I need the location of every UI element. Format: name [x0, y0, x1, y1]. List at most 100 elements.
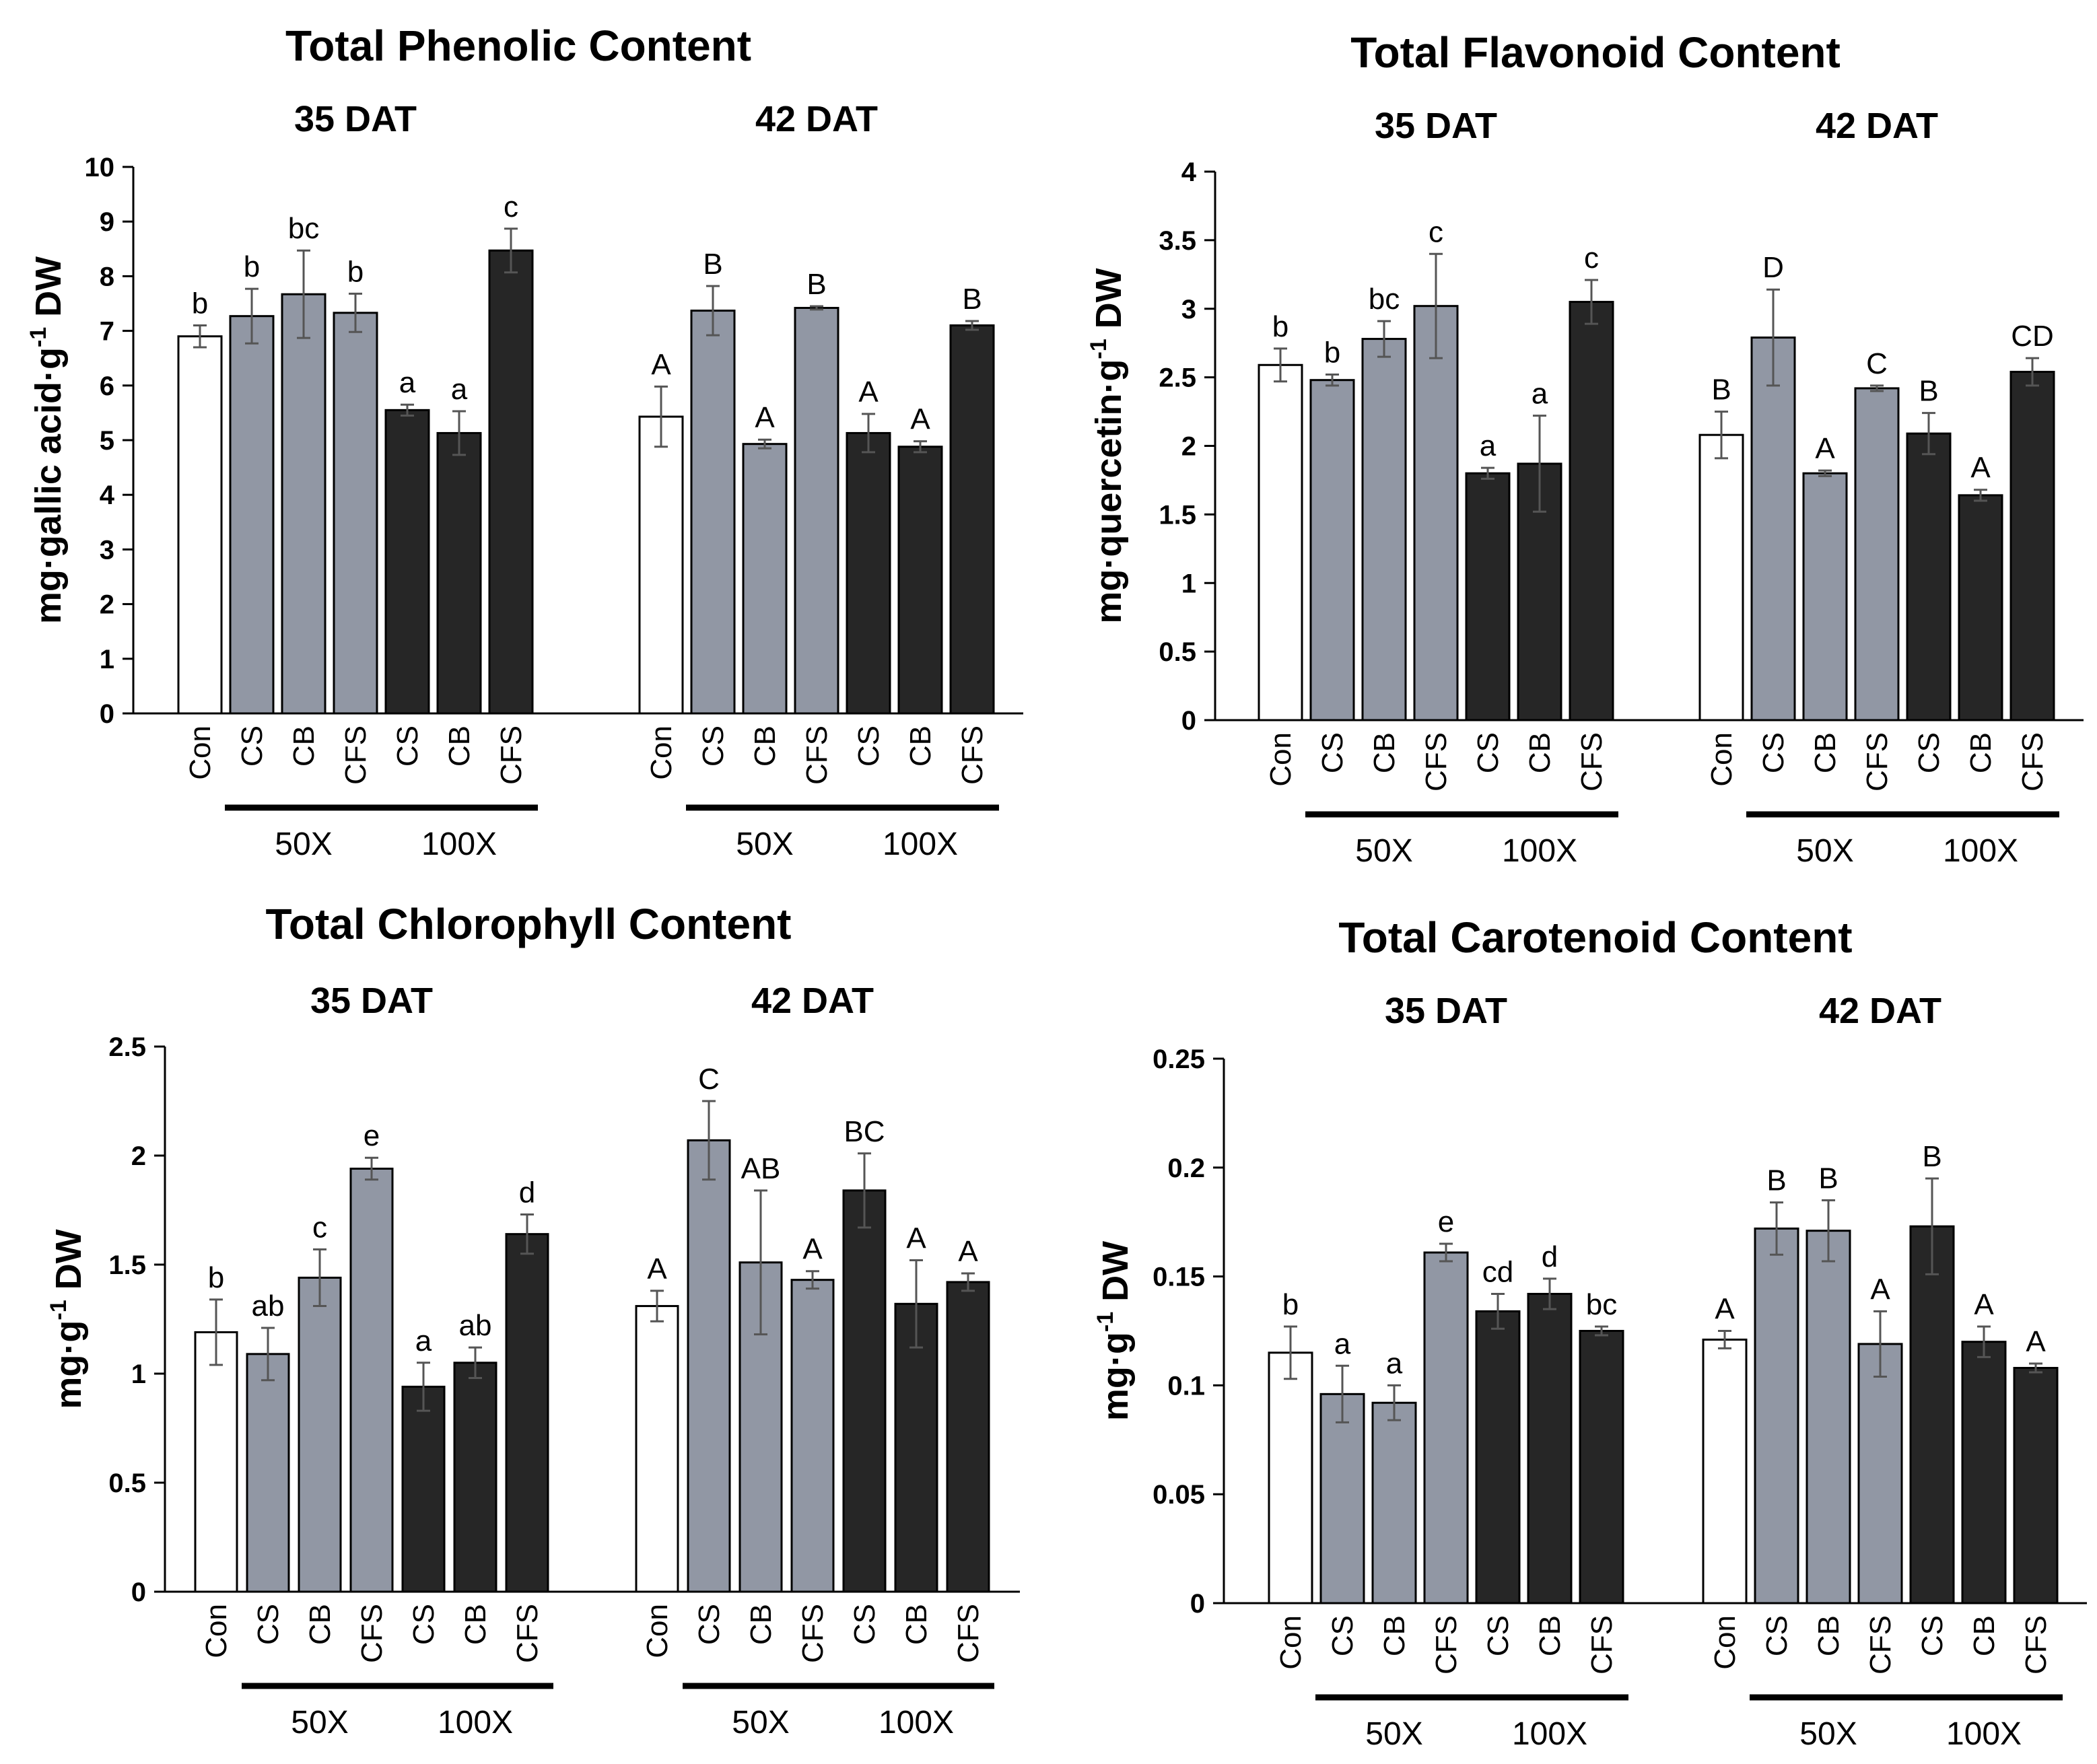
x-tick-label: CS	[1760, 1615, 1793, 1656]
significance-letter: b	[347, 255, 364, 288]
bar	[1475, 1310, 1521, 1604]
group-title: 42 DAT	[1816, 106, 1938, 146]
treatment-group-label: 50X	[1355, 833, 1412, 869]
bar	[1750, 337, 1796, 721]
bar	[794, 306, 839, 715]
bar	[333, 312, 378, 715]
x-tick-label: CB	[1968, 1615, 2001, 1656]
bar	[349, 1167, 394, 1593]
bar	[281, 293, 326, 715]
x-tick-label: CFS	[1585, 1615, 1618, 1674]
chart-title: Total Phenolic Content	[285, 22, 751, 70]
y-tick-label: 0	[131, 1578, 146, 1607]
bar	[1854, 387, 1900, 721]
group-title: 42 DAT	[755, 99, 878, 139]
x-tick-label: CFS	[1430, 1615, 1463, 1674]
significance-letter: a	[1480, 429, 1497, 462]
bar	[946, 1281, 990, 1593]
x-tick-label: CB	[1964, 732, 1997, 773]
x-tick-label: CFS	[2020, 1615, 2053, 1674]
x-tick-label: CS	[236, 726, 269, 767]
y-axis-label: mg·g-1 DW	[46, 1229, 89, 1409]
x-tick-label: CB	[443, 726, 476, 767]
x-tick-label: CFS	[1861, 732, 1894, 791]
x-tick-label: CS	[1916, 1615, 1949, 1656]
significance-letter: AB	[741, 1152, 781, 1185]
bar	[384, 409, 430, 715]
x-tick-label: Con	[1709, 1615, 1742, 1670]
bar	[2013, 1367, 2059, 1604]
bar	[638, 415, 684, 715]
y-tick-label: 1.5	[108, 1250, 146, 1280]
x-tick-label: CFS	[511, 1604, 544, 1663]
significance-letter: B	[806, 268, 826, 301]
y-tick-label: 10	[85, 153, 115, 182]
significance-letter: ab	[252, 1290, 285, 1322]
bar	[401, 1385, 446, 1593]
significance-letter: B	[962, 283, 982, 316]
bar	[949, 324, 995, 715]
bar	[897, 446, 943, 715]
y-axis-label: mg·gallic acid·g-1 DW	[26, 256, 69, 624]
y-axis-label: mg·quercetin·g-1 DW	[1086, 268, 1129, 623]
treatment-group-label: 50X	[736, 826, 793, 862]
x-tick-label: CB	[459, 1604, 492, 1645]
x-tick-label: CB	[900, 1604, 933, 1645]
bar	[1958, 494, 2003, 721]
significance-letter: A	[958, 1235, 978, 1268]
significance-letter: d	[1542, 1240, 1558, 1273]
y-tick-label: 0	[1190, 1589, 1205, 1619]
chart-panel-2: Total Flavonoid Content 0 0.5 1 1.5 2 2.5 3 3.5 4…	[1086, 28, 2084, 869]
x-tick-label: CS	[697, 726, 730, 767]
treatment-group-label: 100X	[1512, 1716, 1587, 1752]
y-tick-label: 4	[1181, 157, 1197, 187]
bar	[1413, 305, 1459, 721]
significance-letter: c	[1584, 242, 1599, 275]
bar	[742, 443, 788, 715]
bar	[1309, 379, 1355, 721]
y-tick-label: 2	[131, 1141, 146, 1171]
x-tick-label: CS	[1326, 1615, 1359, 1656]
chart-title: Total Flavonoid Content	[1350, 28, 1841, 77]
bar	[690, 310, 736, 715]
y-tick-label: 1.5	[1159, 500, 1196, 530]
bar	[246, 1353, 290, 1593]
chart-panel-3: Total Chlorophyll Content 0 0.5 1 1.5 2 2.5 mg·…	[46, 900, 1020, 1740]
y-tick-label: 3.5	[1159, 226, 1196, 256]
y-tick-label: 0.05	[1153, 1480, 1205, 1510]
significance-letter: A	[1974, 1288, 1994, 1321]
significance-letter: a	[1386, 1347, 1403, 1380]
x-tick-label: CB	[1534, 1615, 1567, 1656]
bar	[1268, 1351, 1313, 1604]
treatment-group-label: 100X	[879, 1705, 954, 1740]
group-title: 35 DAT	[310, 981, 433, 1021]
bar	[894, 1302, 938, 1593]
x-tick-label: Con	[1274, 1615, 1307, 1670]
x-tick-label: CB	[1812, 1615, 1845, 1656]
significance-letter: bc	[288, 212, 319, 245]
chart-panel-1: Total Phenolic Content 0 1 2 3 4 5 6 7 8 9 10 mg·gal…	[26, 22, 1023, 862]
x-tick-label: CFS	[339, 726, 372, 785]
x-tick-label: CB	[1368, 732, 1401, 773]
bar	[842, 1189, 887, 1593]
bar	[1423, 1251, 1469, 1604]
bar	[1371, 1401, 1417, 1604]
x-tick-label: CFS	[355, 1604, 388, 1663]
y-tick-label: 0.5	[108, 1469, 146, 1498]
x-tick-label: CB	[904, 726, 937, 767]
y-tick-label: 1	[1181, 569, 1196, 598]
x-tick-label: CFS	[952, 1604, 985, 1663]
bar	[1569, 301, 1614, 721]
treatment-group-label: 50X	[291, 1705, 348, 1740]
significance-letter: A	[755, 401, 775, 434]
treatment-group-label: 100X	[1946, 1716, 2022, 1752]
y-tick-label: 2	[100, 590, 114, 620]
significance-letter: b	[244, 250, 260, 283]
x-tick-label: Con	[184, 726, 217, 780]
x-tick-label: Con	[1264, 732, 1297, 787]
y-axis-label: mg·g-1 DW	[1093, 1241, 1136, 1421]
significance-letter: c	[312, 1211, 327, 1244]
significance-letter: B	[1818, 1162, 1838, 1195]
x-tick-label: CS	[852, 726, 885, 767]
